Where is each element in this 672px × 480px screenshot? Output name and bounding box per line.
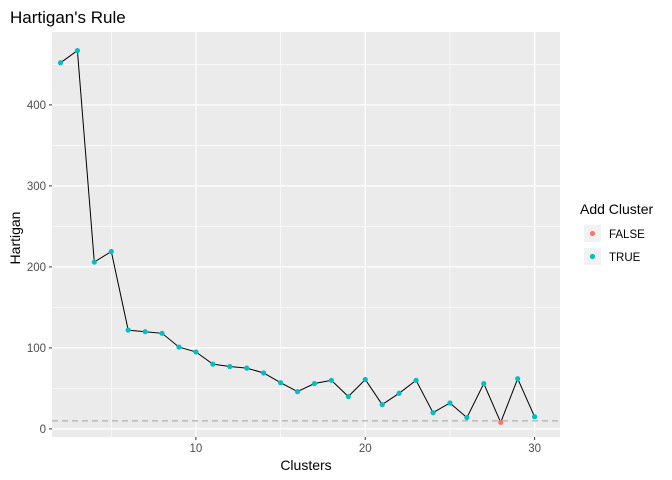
data-point — [57, 60, 64, 66]
data-point — [498, 419, 504, 426]
legend: Add Cluster FALSE TRUE — [580, 201, 653, 265]
data-point — [362, 376, 368, 383]
x-axis-ticks: 10 20 30 — [190, 437, 541, 455]
legend-label: TRUE — [609, 252, 641, 264]
y-axis-ticks: 0 100 200 300 400 — [27, 100, 52, 436]
minor-gridlines — [52, 32, 560, 437]
data-point — [532, 414, 538, 420]
data-point — [125, 327, 131, 333]
y-tick-label: 0 — [40, 424, 46, 436]
data-point — [413, 377, 419, 383]
data-point — [345, 393, 351, 400]
major-gridlines — [52, 32, 560, 437]
data-point — [328, 377, 334, 383]
data-point — [108, 248, 114, 255]
data-point — [464, 414, 470, 421]
data-point — [244, 365, 250, 371]
y-tick-label: 200 — [27, 262, 46, 274]
data-point — [74, 48, 80, 54]
data-point — [481, 380, 487, 387]
legend-title: Add Cluster — [580, 201, 653, 217]
legend-label: FALSE — [609, 229, 645, 241]
data-point — [193, 349, 199, 355]
y-axis-title: Hartigan — [7, 212, 23, 265]
legend-swatch — [589, 253, 596, 260]
y-tick-label: 100 — [27, 343, 46, 355]
data-point — [159, 330, 165, 336]
data-point — [176, 344, 182, 350]
data-point — [430, 410, 436, 416]
data-point — [447, 400, 453, 406]
x-tick-label: 30 — [528, 443, 541, 455]
data-point — [210, 361, 216, 367]
legend-swatch — [589, 230, 596, 237]
data-point — [278, 380, 284, 386]
x-tick-label: 10 — [190, 443, 203, 455]
data-point — [379, 402, 385, 408]
x-tick-label: 20 — [359, 443, 372, 455]
data-point — [311, 380, 318, 387]
data-point — [396, 390, 402, 396]
y-tick-label: 300 — [27, 181, 46, 193]
chart-title: Hartigan's Rule — [10, 8, 126, 27]
data-point — [294, 389, 301, 395]
y-tick-label: 400 — [27, 100, 46, 112]
data-point — [91, 259, 97, 265]
data-points — [57, 48, 538, 426]
data-point — [227, 363, 233, 370]
data-point — [261, 370, 267, 376]
data-point — [515, 376, 521, 382]
x-axis-title: Clusters — [280, 457, 331, 473]
plot-panel — [52, 32, 560, 437]
data-point — [142, 329, 148, 335]
